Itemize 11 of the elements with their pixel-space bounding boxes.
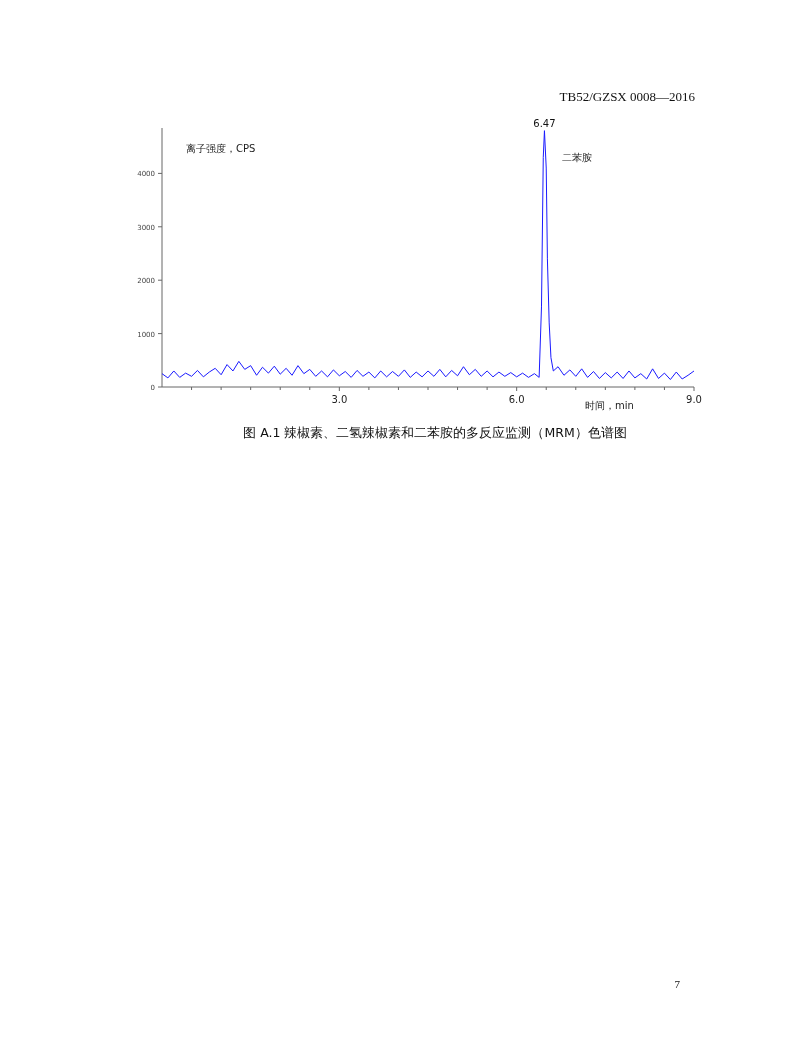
x-axis-title: 时间，min [585,400,634,411]
y-axis-title: 离子强度，CPS [186,143,256,154]
line-series [161,130,695,381]
text: 图 A.1 辣椒素、二氢辣椒素和二苯胺的多反应监测（MRM）色谱图 [243,425,627,440]
x-tick-label: 9.0 [686,394,702,405]
annotation: 二苯胺 [562,151,593,163]
annotation: 6.47 [533,117,556,129]
text: 7 [674,978,681,990]
text: TB52/GZSX 0008—2016 [559,89,696,104]
x-tick-label: 6.0 [508,394,525,405]
x-tick-label: 3.0 [331,394,348,405]
